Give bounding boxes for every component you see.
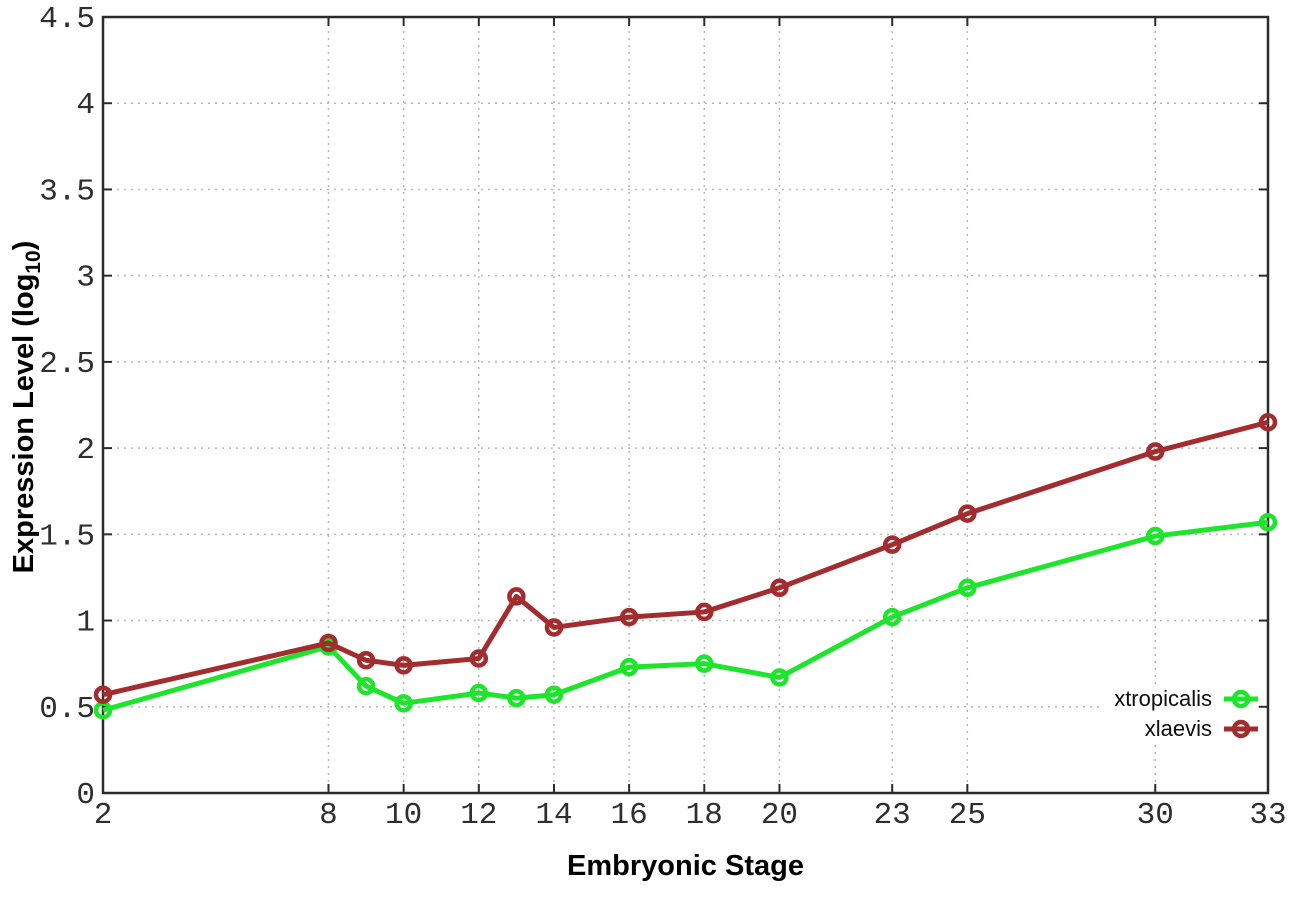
data-point-xtropicalis-stage-20 — [770, 668, 789, 687]
x-tick-label: 30 — [1137, 798, 1174, 833]
x-tick-label: 2 — [94, 798, 113, 833]
legend-item-xtropicalis: xtropicalis — [1114, 684, 1258, 714]
data-point-xlaevis-stage-14 — [544, 618, 564, 637]
x-tick-label: 25 — [949, 798, 986, 833]
legend-item-xlaevis: xlaevis — [1114, 714, 1258, 744]
x-tick-label: 23 — [874, 798, 911, 833]
plot-border — [101, 15, 1270, 795]
y-tick-label: 1 — [76, 606, 95, 641]
data-point-xtropicalis-stage-9 — [356, 676, 376, 696]
y-tick-label: 3 — [76, 261, 95, 296]
data-point-xlaevis-stage-12 — [469, 649, 489, 668]
x-tick-label: 18 — [686, 798, 723, 833]
data-point-xlaevis-stage-18 — [695, 602, 714, 622]
y-axis-title-subscript: 10 — [21, 250, 45, 274]
x-tick-label: 16 — [611, 798, 648, 833]
data-point-xtropicalis-stage-12 — [469, 683, 489, 703]
data-point-xlaevis-stage-23 — [882, 535, 902, 554]
y-tick-label: 0 — [76, 778, 95, 813]
data-point-xtropicalis-stage-30 — [1146, 526, 1165, 546]
data-point-xlaevis-stage-33 — [1258, 412, 1278, 432]
series-line-xlaevis — [102, 419, 1269, 698]
y-tick-label: 3.5 — [39, 174, 95, 209]
data-point-xlaevis-stage-2 — [93, 685, 113, 704]
data-point-xtropicalis-stage-25 — [958, 578, 977, 598]
data-point-xlaevis-stage-9 — [356, 650, 376, 670]
y-axis-title-text: Expression Level (log — [8, 273, 41, 574]
data-point-xlaevis-stage-13 — [507, 587, 526, 606]
y-tick-label: 2.5 — [39, 347, 95, 382]
data-point-xlaevis-stage-25 — [958, 504, 977, 523]
y-tick-label: 4.5 — [39, 2, 95, 37]
x-tick-label: 10 — [385, 798, 422, 833]
data-point-xtropicalis-stage-18 — [695, 654, 714, 673]
y-tick-label: 2 — [76, 433, 95, 468]
series-xtropicalis — [93, 513, 1278, 720]
data-point-xlaevis-stage-10 — [394, 656, 413, 675]
y-tick-label: 0.5 — [39, 692, 95, 727]
x-tick-label: 14 — [535, 798, 572, 833]
x-tick-label: 20 — [761, 798, 798, 833]
data-point-xtropicalis-stage-14 — [544, 685, 564, 704]
x-tick-label: 33 — [1249, 798, 1286, 833]
y-tick-label: 4 — [76, 88, 95, 123]
legend-marker-xlaevis-icon — [1224, 719, 1258, 739]
axis-ticks — [102, 16, 1269, 794]
data-point-xlaevis-stage-30 — [1146, 442, 1165, 461]
legend-marker-xtropicalis-icon — [1224, 689, 1258, 709]
y-axis-title: Expression Level (log10) — [8, 241, 46, 574]
data-point-xtropicalis-stage-10 — [394, 694, 413, 713]
x-tick-label: 8 — [319, 798, 338, 833]
y-axis-title-suffix: ) — [8, 240, 41, 251]
legend: xtropicalis xlaevis — [1100, 684, 1258, 744]
series-xlaevis — [93, 412, 1278, 704]
data-point-xtropicalis-stage-13 — [507, 688, 526, 708]
y-tick-label: 1.5 — [39, 519, 95, 554]
data-point-xlaevis-stage-20 — [770, 578, 789, 598]
gridlines — [103, 17, 1268, 793]
data-point-xtropicalis-stage-23 — [882, 607, 902, 627]
data-point-xlaevis-stage-8 — [319, 633, 338, 653]
data-point-xtropicalis-stage-16 — [619, 657, 639, 677]
x-axis-title: Embryonic Stage — [567, 850, 804, 882]
x-tick-label: 12 — [460, 798, 497, 833]
legend-label-xtropicalis: xtropicalis — [1114, 686, 1212, 711]
axis-tick-labels: 2 8 10 12 14 16 18 20 23 25 30 33 0 0.5 1 1.5 2 2.5 3 3.5 4 4… — [39, 2, 1286, 833]
legend-label-xlaevis: xlaevis — [1144, 716, 1212, 741]
series-line-xtropicalis — [102, 519, 1269, 713]
data-point-xlaevis-stage-16 — [619, 607, 639, 627]
data-point-xtropicalis-stage-33 — [1258, 513, 1278, 532]
